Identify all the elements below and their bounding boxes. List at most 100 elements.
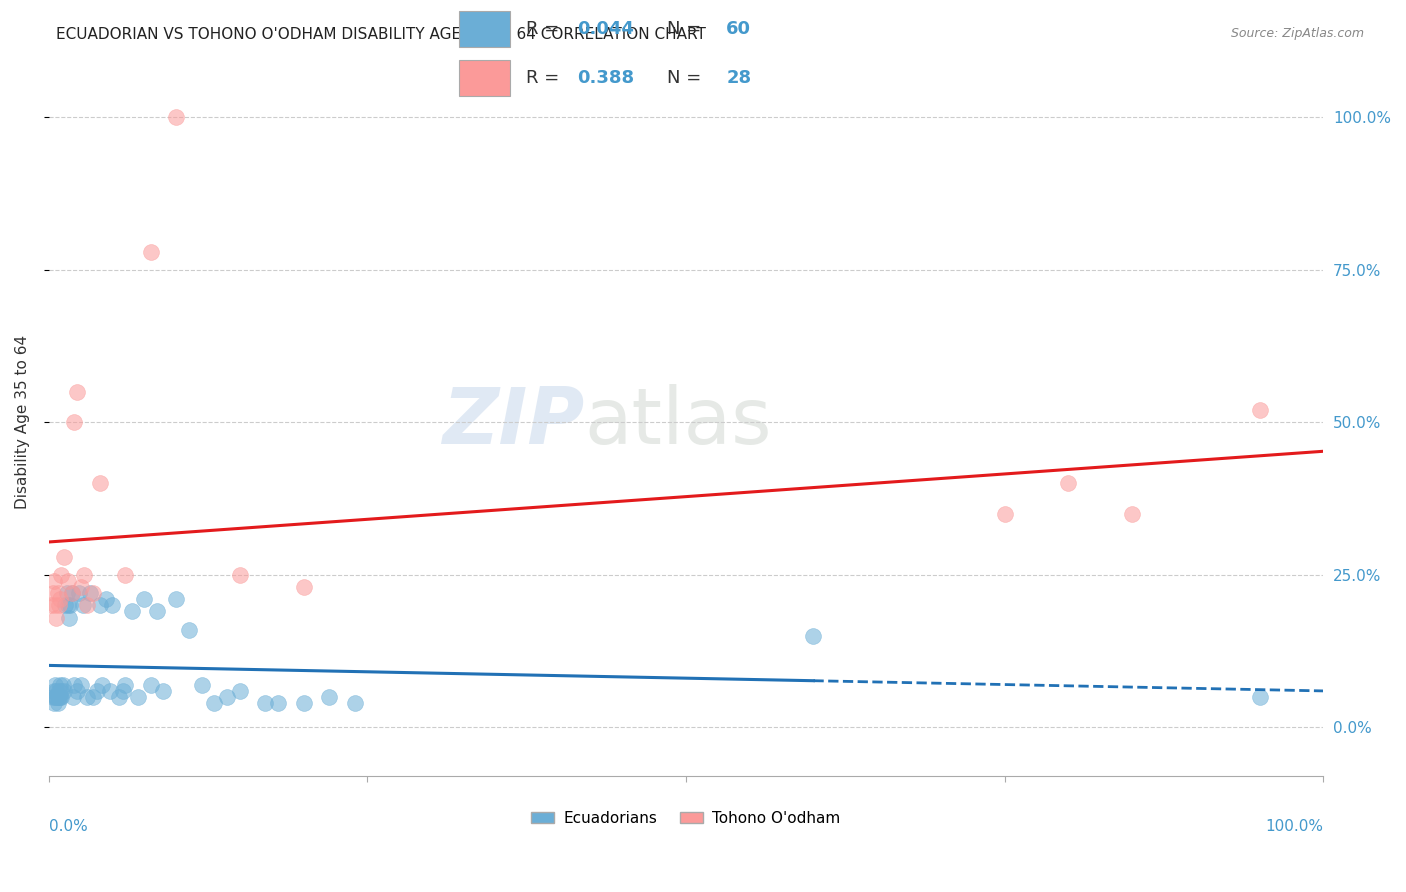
Point	[229, 567, 252, 582]
Point	[48, 683, 70, 698]
Point	[66, 683, 89, 698]
Point	[39, 599, 62, 613]
Text: Source: ZipAtlas.com: Source: ZipAtlas.com	[1230, 27, 1364, 40]
Point	[318, 690, 340, 704]
Text: ECUADORIAN VS TOHONO O'ODHAM DISABILITY AGE 35 TO 64 CORRELATION CHART: ECUADORIAN VS TOHONO O'ODHAM DISABILITY …	[56, 27, 706, 42]
Point	[46, 696, 69, 710]
Point	[69, 678, 91, 692]
Point	[42, 683, 65, 698]
Point	[165, 592, 187, 607]
Point	[139, 678, 162, 692]
Point	[67, 586, 90, 600]
Text: N =: N =	[668, 70, 707, 87]
Point	[51, 683, 73, 698]
Point	[94, 592, 117, 607]
Point	[204, 696, 226, 710]
Point	[56, 574, 79, 588]
Point	[51, 567, 73, 582]
Point	[48, 690, 70, 704]
Point	[91, 678, 114, 692]
Text: 100.0%: 100.0%	[1265, 819, 1323, 834]
Point	[51, 690, 73, 704]
Point	[139, 244, 162, 259]
Point	[86, 683, 108, 698]
Point	[53, 683, 76, 698]
Point	[121, 605, 143, 619]
Text: R =: R =	[526, 20, 565, 37]
Point	[41, 586, 63, 600]
FancyBboxPatch shape	[458, 60, 510, 96]
Text: 0.0%: 0.0%	[49, 819, 87, 834]
Point	[152, 683, 174, 698]
Point	[59, 599, 82, 613]
Point	[45, 683, 67, 698]
Point	[60, 586, 83, 600]
Point	[42, 574, 65, 588]
Point	[82, 586, 104, 600]
Text: 0.044: 0.044	[576, 20, 634, 37]
Point	[63, 415, 86, 429]
Point	[267, 696, 290, 710]
FancyBboxPatch shape	[458, 11, 510, 47]
Point	[45, 690, 67, 704]
Point	[49, 678, 72, 692]
Point	[62, 690, 84, 704]
Point	[44, 690, 66, 704]
Point	[72, 599, 94, 613]
Point	[42, 696, 65, 710]
Point	[127, 690, 149, 704]
Point	[55, 586, 77, 600]
Point	[49, 592, 72, 607]
Point	[73, 567, 96, 582]
Point	[229, 683, 252, 698]
Point	[114, 678, 136, 692]
Point	[63, 678, 86, 692]
Point	[46, 690, 69, 704]
Point	[79, 586, 101, 600]
Text: ZIP: ZIP	[441, 384, 583, 460]
Point	[49, 690, 72, 704]
Text: 28: 28	[727, 70, 751, 87]
Point	[1057, 476, 1080, 491]
Point	[66, 384, 89, 399]
Point	[89, 599, 111, 613]
Point	[1249, 690, 1271, 704]
Point	[53, 599, 76, 613]
Text: N =: N =	[668, 20, 707, 37]
Point	[45, 610, 67, 624]
Point	[44, 599, 66, 613]
Legend: Ecuadorians, Tohono O'odham: Ecuadorians, Tohono O'odham	[526, 805, 846, 832]
Point	[292, 580, 315, 594]
Point	[41, 690, 63, 704]
Text: 0.388: 0.388	[576, 70, 634, 87]
Point	[82, 690, 104, 704]
Point	[108, 690, 131, 704]
Point	[53, 549, 76, 564]
Point	[134, 592, 156, 607]
Point	[76, 599, 98, 613]
Point	[165, 111, 187, 125]
Point	[89, 476, 111, 491]
Point	[343, 696, 366, 710]
Y-axis label: Disability Age 35 to 64: Disability Age 35 to 64	[15, 335, 30, 509]
Point	[1249, 403, 1271, 417]
Point	[46, 586, 69, 600]
Point	[177, 623, 200, 637]
Point	[56, 599, 79, 613]
Point	[190, 678, 212, 692]
Point	[76, 690, 98, 704]
Point	[69, 580, 91, 594]
Point	[52, 678, 75, 692]
Point	[111, 683, 134, 698]
Point	[146, 605, 169, 619]
Text: 60: 60	[727, 20, 751, 37]
Point	[58, 610, 80, 624]
Point	[1121, 507, 1143, 521]
Point	[254, 696, 277, 710]
Point	[803, 629, 825, 643]
Point	[994, 507, 1017, 521]
Point	[98, 683, 121, 698]
Point	[114, 567, 136, 582]
Text: R =: R =	[526, 70, 565, 87]
Point	[60, 586, 83, 600]
